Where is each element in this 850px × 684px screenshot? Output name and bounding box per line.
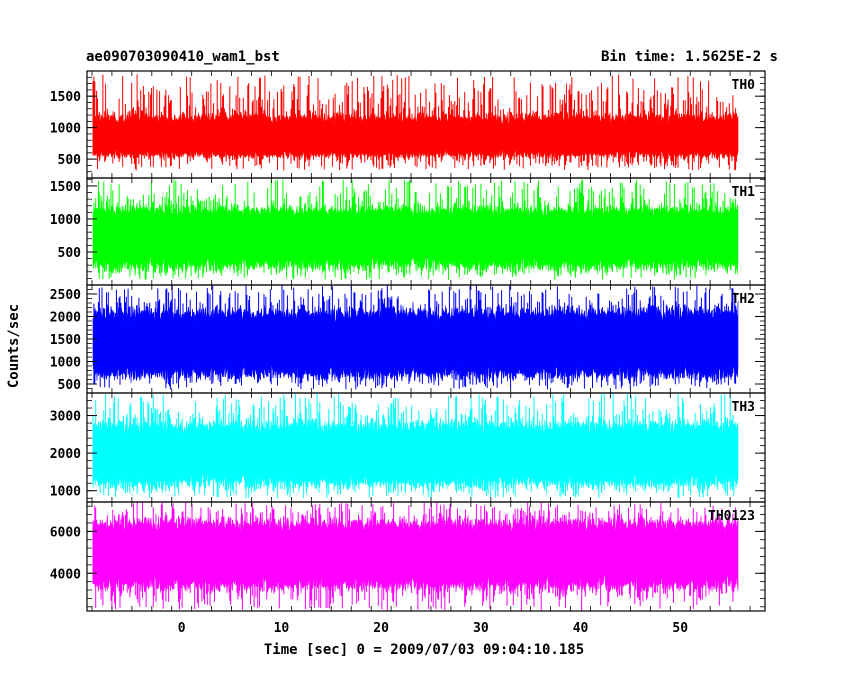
panel-th2: 500 1000 1500 2000 2500 TH2 [50,284,766,394]
chart-title-left: ae090703090410_wam1_bst [86,49,280,65]
x-tick-label: 10 [274,621,290,636]
y-tick-label: 1000 [50,356,81,371]
panel-th0123: 4000 6000 TH0123 [50,501,766,612]
y-axis-label: Counts/sec [6,304,22,388]
series-th3-spikes [92,393,738,499]
panel-th3: 1000 2000 3000 TH3 [50,392,766,503]
series-th0123-spikes [92,502,737,611]
x-tick-label: 20 [373,621,389,636]
y-tick-label: 500 [58,378,82,393]
panel-label: TH0 [732,78,756,93]
y-tick-label: 3000 [50,410,81,425]
panel-label: TH3 [732,400,755,415]
y-tick-label: 1000 [50,122,81,137]
x-axis: 0 10 20 30 40 50 [178,621,688,636]
y-tick-label: 1500 [50,180,81,195]
panel-label: TH0123 [708,509,755,524]
panel-th0: 500 1000 1500 TH0 [50,70,766,179]
x-tick-label: 30 [473,621,489,636]
y-tick-label: 500 [58,153,82,168]
series-th1-spikes [93,179,738,280]
y-tick-label: 1000 [50,213,81,228]
y-tick-label: 2000 [50,447,81,462]
y-tick-label: 1500 [50,333,81,348]
panels: 500 1000 1500 TH0 500 1000 1500 TH1 500 1000 1500 2… [50,70,766,612]
x-axis-label: Time [sec] 0 = 2009/07/03 09:04:10.185 [264,642,584,658]
chart-title-right: Bin time: 1.5625E-2 s [601,49,778,65]
y-tick-label: 1500 [50,90,81,105]
series-th2-spikes [93,285,737,390]
panel-label: TH2 [732,292,755,307]
y-tick-label: 1000 [50,485,81,500]
y-tick-label: 6000 [50,525,81,540]
panel-label: TH1 [732,185,756,200]
y-tick-label: 500 [58,246,82,261]
y-tick-label: 2000 [50,311,81,326]
x-tick-label: 50 [672,621,688,636]
series-th0-spikes [92,74,737,171]
x-tick-label: 40 [573,621,589,636]
x-tick-label: 0 [178,621,186,636]
panel-th1: 500 1000 1500 TH1 [50,177,766,286]
y-tick-label: 2500 [50,288,81,303]
y-tick-label: 4000 [50,567,81,582]
